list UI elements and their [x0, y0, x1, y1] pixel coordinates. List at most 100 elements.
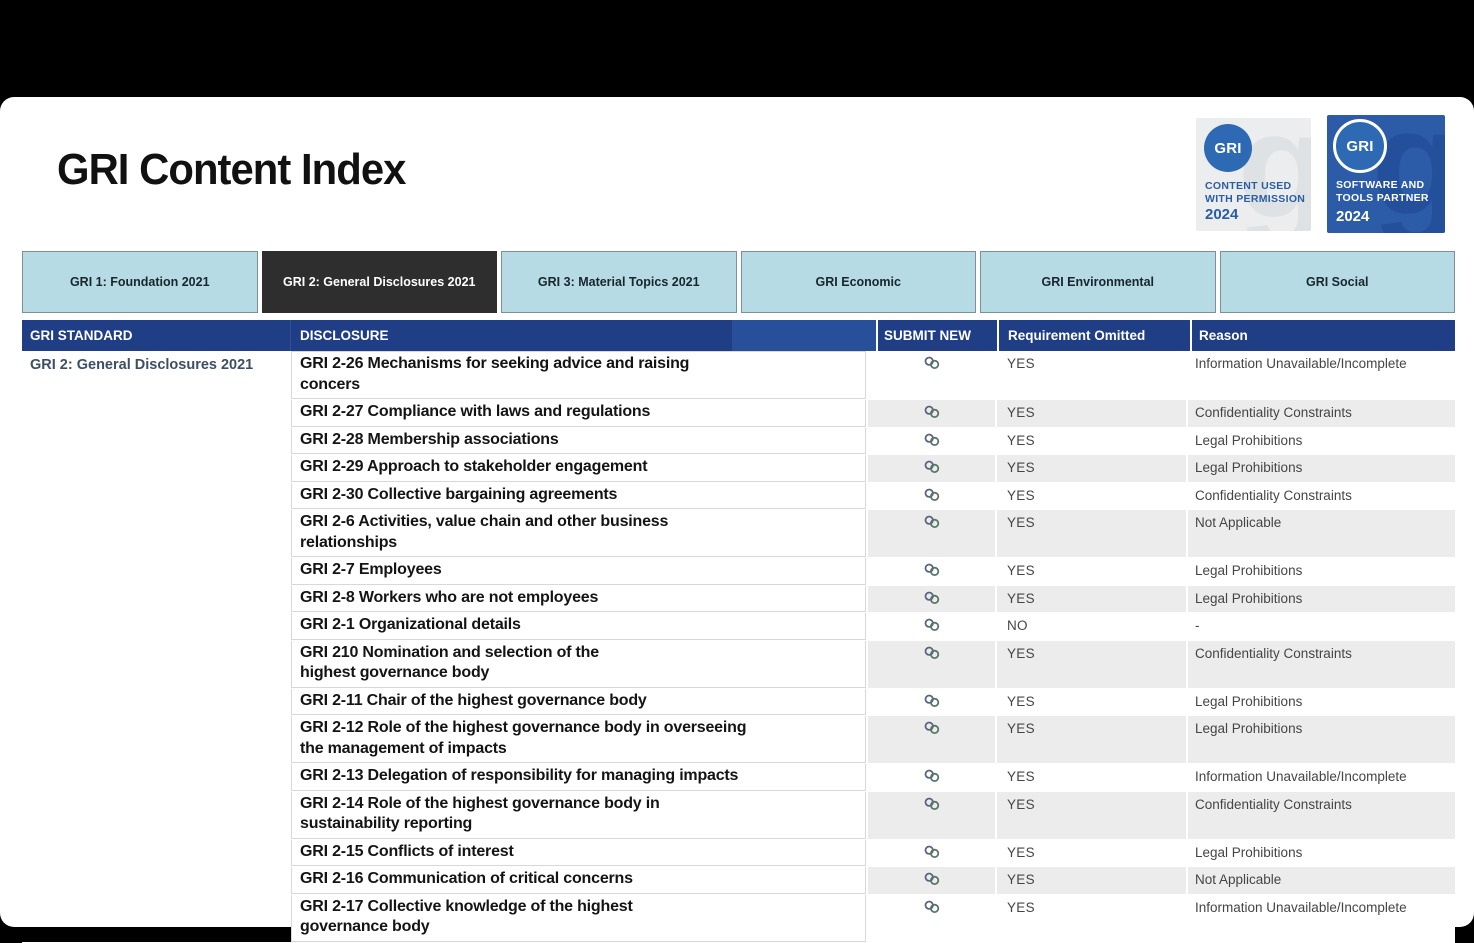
- table-row: GRI 2-28 Membership associations YES Legal…: [22, 427, 1455, 455]
- reason-cell: Not Applicable: [1186, 867, 1449, 894]
- requirement-omitted-cell: YES: [995, 427, 1186, 454]
- submit-new-link[interactable]: [866, 791, 995, 839]
- disclosure-cell: GRI 2-14 Role of the highest governance …: [291, 791, 866, 839]
- header-submit-new: SUBMIT NEW: [876, 320, 997, 351]
- link-icon: [924, 721, 939, 734]
- requirement-omitted-cell: YES: [995, 791, 1186, 839]
- gri-standard-cell: [22, 764, 291, 791]
- reason-cell: Information Unavailable/Incomplete: [1186, 351, 1449, 399]
- row-status-block: YES Legal Prohibitions: [866, 688, 1455, 715]
- gri-logo-icon: GRI: [1204, 124, 1252, 172]
- submit-new-link[interactable]: [866, 427, 995, 454]
- link-icon: [924, 900, 939, 913]
- submit-new-link[interactable]: [866, 764, 995, 791]
- gri-standard-cell: [22, 558, 291, 585]
- row-status-block: YES Legal Prohibitions: [866, 558, 1455, 585]
- submit-new-link[interactable]: [866, 716, 995, 763]
- table-body: GRI 2: General Disclosures 2021 GRI 2-26 …: [22, 351, 1455, 943]
- table-row: GRI 2-17 Collective knowledge of the hig…: [22, 894, 1455, 943]
- reason-cell: Confidentiality Constraints: [1186, 400, 1449, 427]
- table-row: GRI 2-29 Approach to stakeholder engagem…: [22, 455, 1455, 483]
- requirement-omitted-cell: YES: [995, 482, 1186, 509]
- disclosure-cell: GRI 2-15 Conflicts of interest: [291, 839, 866, 866]
- link-icon: [924, 563, 939, 576]
- table-row: GRI 2-12 Role of the highest governance …: [22, 716, 1455, 764]
- tab-gri1-foundation[interactable]: GRI 1: Foundation 2021: [22, 251, 258, 313]
- submit-new-link[interactable]: [866, 613, 995, 640]
- requirement-omitted-cell: YES: [995, 716, 1186, 763]
- disclosure-cell: GRI 2-11 Chair of the highest governance…: [291, 688, 866, 715]
- table-row: GRI 2-7 Employees YES Legal Prohibitions: [22, 558, 1455, 586]
- submit-new-link[interactable]: [866, 351, 995, 399]
- badge-line1: CONTENT USED: [1205, 180, 1292, 192]
- reason-cell: Legal Prohibitions: [1186, 688, 1449, 715]
- gri-standard-cell: [22, 840, 291, 867]
- requirement-omitted-cell: YES: [995, 867, 1186, 894]
- badge-software-partner: g GRI SOFTWARE AND TOOLS PARTNER 2024: [1327, 115, 1445, 233]
- submit-new-link[interactable]: [866, 510, 995, 557]
- requirement-omitted-cell: YES: [995, 839, 1186, 866]
- reason-cell: Information Unavailable/Incomplete: [1186, 764, 1449, 791]
- disclosure-cell: GRI 2-17 Collective knowledge of the hig…: [291, 894, 866, 942]
- gri-standard-cell: GRI 2: General Disclosures 2021: [30, 357, 254, 373]
- gri-standard-cell: [22, 792, 291, 839]
- gri-standard-cell: [22, 613, 291, 640]
- row-status-block: YES Confidentiality Constraints: [866, 482, 1455, 509]
- submit-new-link[interactable]: [866, 839, 995, 866]
- tab-gri-environmental[interactable]: GRI Environmental: [980, 251, 1216, 313]
- disclosure-cell: GRI 2-16 Communication of critical conce…: [291, 867, 866, 894]
- submit-new-link[interactable]: [866, 455, 995, 482]
- row-status-block: YES Not Applicable: [866, 510, 1455, 557]
- requirement-omitted-cell: YES: [995, 400, 1186, 427]
- row-status-block: NO -: [866, 613, 1455, 640]
- row-status-block: YES Information Unavailable/Incomplete: [866, 894, 1455, 942]
- link-icon: [924, 433, 939, 446]
- gri-standard-cell: [22, 586, 291, 613]
- submit-new-link[interactable]: [866, 894, 995, 942]
- reason-cell: Confidentiality Constraints: [1186, 482, 1449, 509]
- gri-tab-bar: GRI 1: Foundation 2021 GRI 2: General Di…: [22, 251, 1455, 313]
- tab-gri3-material-topics[interactable]: GRI 3: Material Topics 2021: [501, 251, 737, 313]
- badge-year: 2024: [1205, 206, 1239, 223]
- gri-standard-cell: [22, 510, 291, 557]
- link-icon: [924, 591, 939, 604]
- content-page: GRI Content Index g GRI CONTENT USED WIT…: [0, 97, 1474, 943]
- link-icon: [924, 515, 939, 528]
- submit-new-link[interactable]: [866, 558, 995, 585]
- requirement-omitted-cell: YES: [995, 351, 1186, 399]
- row-status-block: YES Confidentiality Constraints: [866, 791, 1455, 839]
- badge-line2: TOOLS PARTNER: [1336, 192, 1429, 204]
- gri-standard-cell: [22, 716, 291, 763]
- row-status-block: YES Legal Prohibitions: [866, 716, 1455, 763]
- gri-standard-cell: [22, 895, 291, 942]
- table-row: GRI 2-11 Chair of the highest governance…: [22, 688, 1455, 716]
- tab-gri-economic[interactable]: GRI Economic: [740, 251, 976, 313]
- link-icon: [924, 769, 939, 782]
- submit-new-link[interactable]: [866, 688, 995, 715]
- requirement-omitted-cell: YES: [995, 640, 1186, 688]
- link-icon: [924, 694, 939, 707]
- content-index-table: GRI STANDARD DISCLOSURE SUBMIT NEW Requi…: [22, 320, 1455, 943]
- row-status-block: YES Information Unavailable/Incomplete: [866, 764, 1455, 791]
- submit-new-link[interactable]: [866, 400, 995, 427]
- submit-new-link[interactable]: [866, 867, 995, 894]
- disclosure-cell: GRI 2-29 Approach to stakeholder engagem…: [291, 455, 866, 482]
- row-status-block: YES Not Applicable: [866, 867, 1455, 894]
- gri-standard-cell: [22, 400, 291, 427]
- table-row: GRI 2-16 Communication of critical conce…: [22, 867, 1455, 895]
- row-status-block: YES Information Unavailable/Incomplete: [866, 351, 1455, 399]
- row-status-block: YES Legal Prohibitions: [866, 427, 1455, 454]
- tab-gri2-general-disclosures[interactable]: GRI 2: General Disclosures 2021: [261, 251, 497, 313]
- reason-cell: Not Applicable: [1186, 510, 1449, 557]
- row-status-block: YES Legal Prohibitions: [866, 839, 1455, 866]
- link-icon: [924, 488, 939, 501]
- requirement-omitted-cell: YES: [995, 455, 1186, 482]
- row-status-block: YES Legal Prohibitions: [866, 455, 1455, 482]
- submit-new-link[interactable]: [866, 482, 995, 509]
- submit-new-link[interactable]: [866, 640, 995, 688]
- submit-new-link[interactable]: [866, 585, 995, 612]
- table-row: GRI 2-30 Collective bargaining agreement…: [22, 482, 1455, 510]
- table-header-row: GRI STANDARD DISCLOSURE SUBMIT NEW Requi…: [22, 320, 1455, 351]
- link-icon: [924, 405, 939, 418]
- tab-gri-social[interactable]: GRI Social: [1219, 251, 1455, 313]
